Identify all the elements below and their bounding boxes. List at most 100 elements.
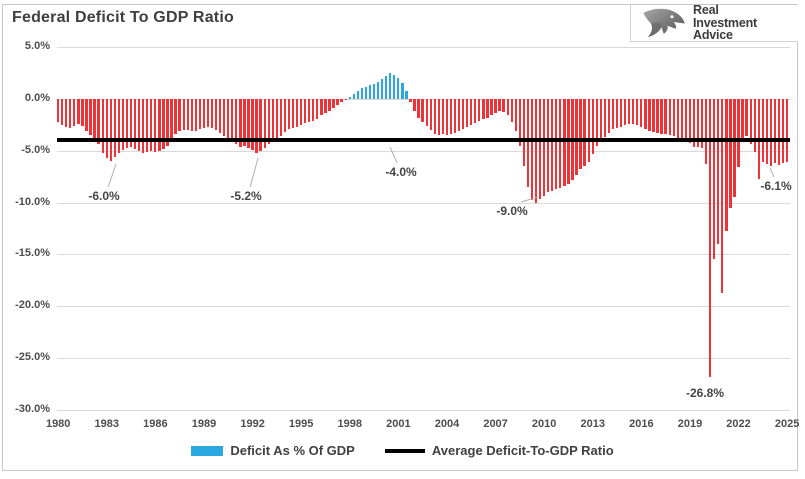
deficit-bar (142, 98, 145, 153)
deficit-bar (235, 98, 238, 145)
deficit-bar (113, 98, 116, 157)
deficit-bar (271, 98, 274, 142)
y-axis-label: -15.0% (15, 247, 50, 260)
gridline (57, 254, 790, 256)
deficit-bar (494, 98, 497, 114)
x-axis-label: 2010 (531, 418, 557, 430)
surplus-bar (372, 84, 376, 99)
deficit-bar (316, 98, 319, 119)
deficit-bar (636, 98, 639, 125)
deficit-bar (575, 98, 578, 175)
deficit-bar (194, 98, 197, 131)
deficit-bar (753, 98, 756, 152)
deficit-bar (526, 98, 530, 187)
annotation-label: -9.0% (496, 204, 528, 218)
deficit-bar (97, 98, 100, 145)
deficit-bar (227, 98, 230, 140)
deficit-bar (761, 98, 764, 163)
surplus-bar (393, 75, 396, 99)
deficit-bar (449, 98, 453, 135)
deficit-bar (502, 98, 505, 113)
deficit-bar (611, 98, 615, 129)
deficit-bar (295, 98, 299, 127)
deficit-bar (287, 98, 291, 129)
deficit-bar (632, 98, 635, 124)
x-axis-label: 1998 (337, 418, 363, 430)
deficit-bar (223, 98, 226, 137)
surplus-bar (368, 85, 372, 99)
deficit-bar (182, 98, 185, 130)
deficit-bar (522, 98, 525, 167)
deficit-bar (717, 98, 720, 245)
deficit-bar (781, 98, 785, 164)
deficit-bar (510, 98, 513, 122)
deficit-bar (413, 98, 416, 112)
ria-logo: Real Investment Advice (630, 4, 798, 43)
deficit-bar (648, 98, 651, 131)
deficit-bar (328, 98, 331, 112)
legend-item-deficit: Deficit As % Of GDP (191, 443, 355, 458)
x-axis-label: 1992 (240, 418, 265, 430)
annotation-label: -6.1% (760, 179, 792, 193)
gridline (57, 202, 790, 204)
surplus-bar (364, 87, 368, 99)
deficit-bar (725, 98, 728, 231)
deficit-bar (676, 98, 679, 139)
deficit-bar (656, 98, 659, 134)
annotation-label: -6.0% (88, 189, 120, 203)
deficit-bar (421, 98, 424, 122)
surplus-bar (356, 90, 359, 99)
deficit-bar (696, 98, 700, 147)
deficit-bar (530, 98, 534, 201)
gridline (57, 47, 790, 48)
deficit-bar (93, 98, 96, 140)
plot-area (57, 47, 790, 411)
ria-logo-line3: Advice (693, 28, 733, 43)
deficit-bar (445, 98, 449, 136)
deficit-bar (85, 98, 88, 131)
x-axis-label: 2025 (774, 418, 800, 430)
deficit-bar (251, 98, 254, 150)
average-legend-label: Average Deficit-To-GDP Ratio (431, 443, 614, 458)
surplus-bar (376, 82, 380, 99)
x-axis-label: 1986 (143, 418, 168, 430)
surplus-bar (389, 72, 392, 99)
deficit-bar (595, 98, 598, 146)
deficit-bar (324, 98, 327, 114)
deficit-bar (336, 98, 339, 106)
deficit-bar (583, 98, 586, 167)
deficit-bar (490, 98, 493, 116)
x-axis-label: 1980 (45, 418, 71, 430)
x-axis-label: 2007 (483, 418, 508, 430)
x-axis-label: 2016 (629, 418, 654, 430)
x-axis-label: 2001 (386, 418, 411, 430)
surplus-bar (360, 88, 364, 99)
deficit-bar (150, 98, 153, 151)
deficit-bar (429, 98, 432, 130)
deficit-bar (344, 98, 347, 100)
surplus-bar (405, 90, 408, 99)
deficit-bar (619, 98, 623, 127)
x-axis-label: 2022 (726, 418, 751, 430)
deficit-bar (668, 98, 671, 136)
deficit-bar (243, 98, 246, 146)
deficit-bar (129, 98, 133, 147)
deficit-bar (741, 98, 744, 140)
deficit-bar (615, 98, 619, 128)
deficit-bar (117, 98, 121, 153)
chart-frame (2, 4, 798, 471)
deficit-bar (777, 98, 781, 166)
deficit-bar (174, 98, 177, 135)
x-axis-label: 1989 (191, 418, 217, 430)
deficit-bar (700, 98, 704, 148)
deficit-bar (478, 98, 481, 121)
average-deficit-line (57, 138, 790, 143)
deficit-bar (279, 98, 283, 137)
gridline (57, 150, 790, 152)
deficit-bar (170, 98, 173, 141)
x-axis-label: 2019 (677, 418, 703, 430)
deficit-bar (737, 98, 740, 168)
deficit-bar (186, 98, 189, 130)
average-legend-swatch (384, 448, 425, 453)
deficit-legend-swatch (191, 445, 224, 456)
